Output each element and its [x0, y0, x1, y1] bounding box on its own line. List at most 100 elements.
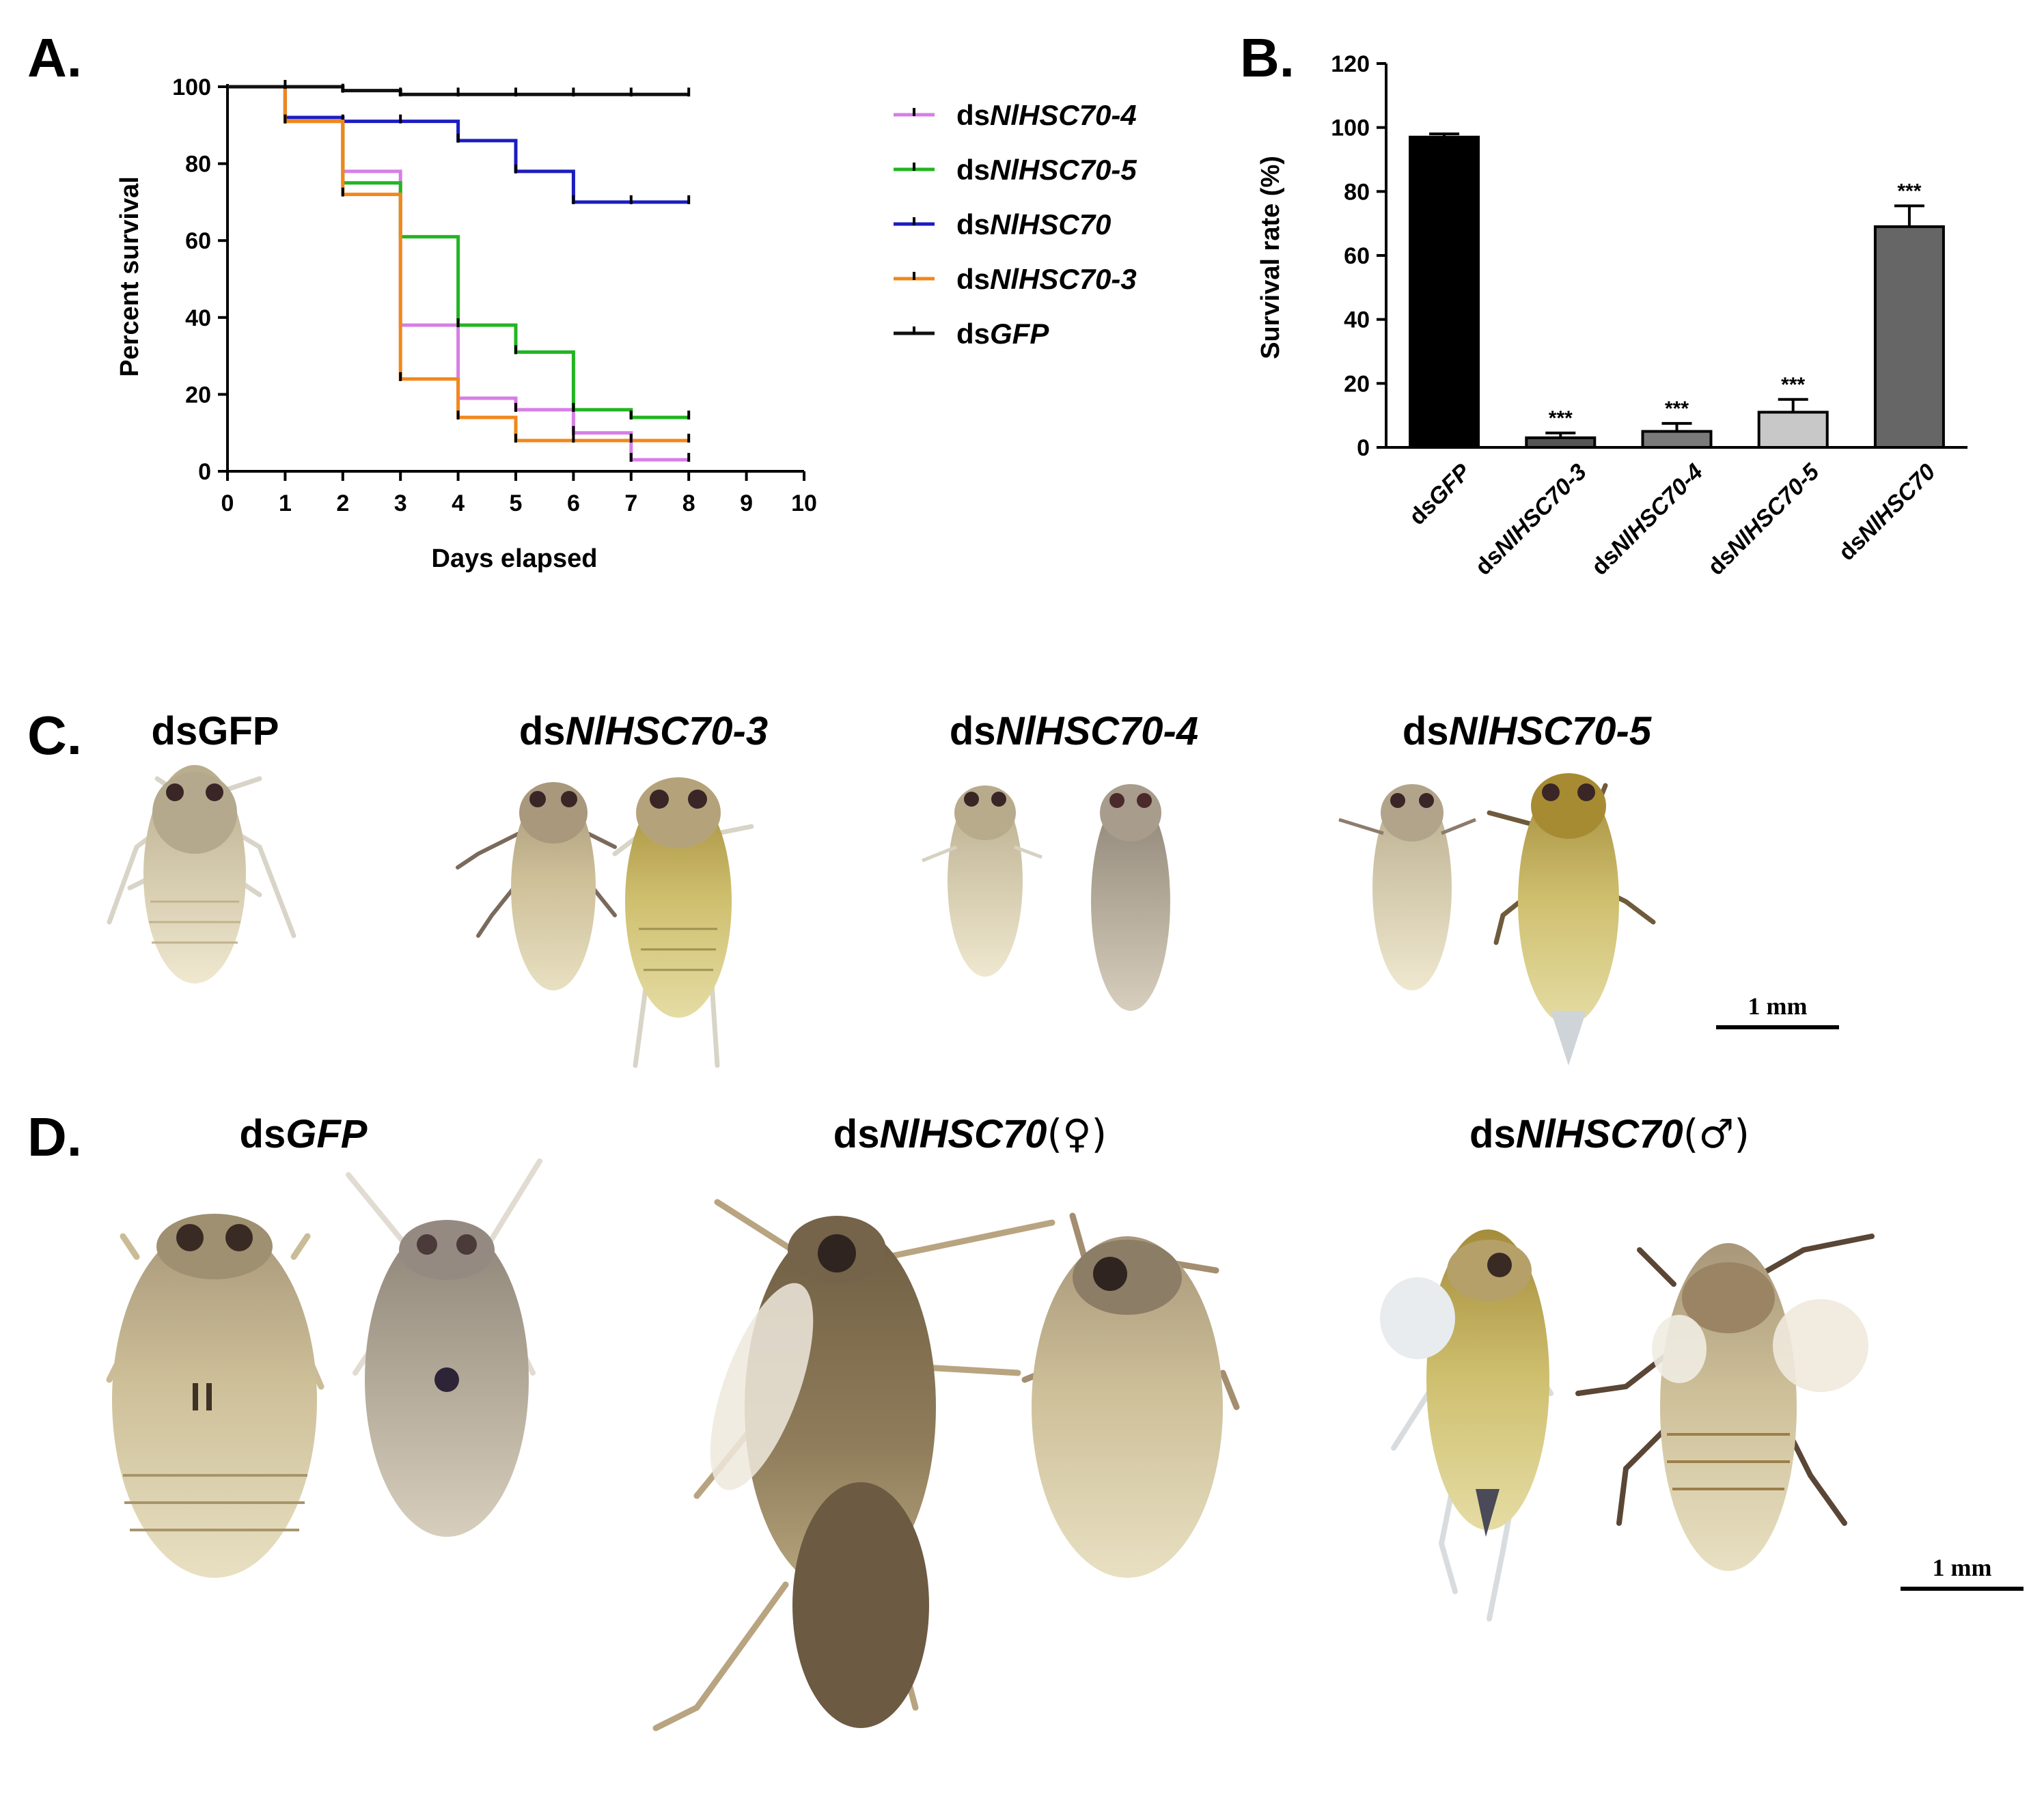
- x-tick-label: 10: [791, 490, 817, 516]
- bar-category-label: dsNlHSC70: [1834, 459, 1941, 566]
- bar-y-tick-label: 100: [1331, 115, 1370, 141]
- legend-label: dsGFP: [956, 318, 1049, 350]
- survival-legend: dsNlHSC70-4dsNlHSC70-5dsNlHSC70dsNlHSC70…: [894, 99, 1137, 350]
- panel-c-label-gene: NlHSC70-5: [1449, 709, 1652, 753]
- bar: [1525, 436, 1597, 449]
- significance-label: ***: [1549, 407, 1573, 430]
- legend-label-gene: NlHSC70-4: [990, 99, 1137, 131]
- panel-label-b: B.: [1240, 27, 1295, 88]
- x-axis-label: Days elapsed: [432, 544, 598, 573]
- specimen-photo-4-adult: [1091, 784, 1170, 1011]
- bar-y-tick-label: 120: [1331, 51, 1370, 77]
- bar-y-tick-label: 80: [1344, 179, 1370, 205]
- specimen-photo-5-adult: [1487, 773, 1656, 1066]
- x-tick-label: 1: [279, 490, 292, 516]
- panel-d-label-sex: (♀): [1047, 1111, 1107, 1157]
- survival-series-nlhsc70: [227, 85, 689, 204]
- panel-c-label: dsNlHSC70-3: [519, 709, 768, 753]
- legend-label-gene: NlHSC70-5: [990, 154, 1137, 186]
- panel-d-label-sex: (♂): [1683, 1111, 1750, 1157]
- y-tick-label: 20: [185, 382, 211, 408]
- y-axis-label: Percent survival: [115, 176, 144, 377]
- significance-label: ***: [1665, 398, 1689, 420]
- x-tick-label: 0: [221, 490, 234, 516]
- x-tick-label: 6: [567, 490, 580, 516]
- panel-c-label-gene: NlHSC70-4: [996, 709, 1199, 753]
- panel-c-label-prefix: ds: [152, 709, 198, 753]
- bar-y-tick-label: 20: [1344, 371, 1370, 397]
- legend-label: dsNlHSC70-5: [956, 154, 1137, 186]
- scale-bar-d: 1 mm: [1901, 1554, 2024, 1591]
- x-tick-label: 2: [336, 490, 349, 516]
- legend-label-prefix: ds: [956, 318, 990, 350]
- panel-c-label-prefix: ds: [950, 709, 996, 753]
- panel-c-label: dsGFP: [152, 709, 279, 753]
- scale-bar-c: 1 mm: [1716, 992, 1839, 1029]
- legend-label-prefix: ds: [956, 208, 990, 240]
- bar-category-label: dsNlHSC70-5: [1702, 458, 1825, 581]
- legend-label-gene: GFP: [990, 318, 1049, 350]
- x-tick-label: 9: [740, 490, 753, 516]
- x-tick-label: 7: [624, 490, 637, 516]
- significance-label: ***: [1897, 180, 1921, 202]
- specimen-photo-gfp-adult-1: [106, 1214, 324, 1578]
- panel-c-label-gene: NlHSC70-3: [566, 709, 769, 753]
- legend-label-gene: NlHSC70-3: [990, 263, 1137, 295]
- bar: [1641, 430, 1713, 449]
- specimen-photo-gfp-nymph: [107, 765, 296, 984]
- legend-label-prefix: ds: [956, 154, 990, 186]
- panel-label-a: A.: [27, 27, 82, 88]
- specimen-photo-4-nymph: [922, 785, 1042, 977]
- panel-d-label: dsNlHSC70(♀): [833, 1111, 1107, 1157]
- bar-chart-bars: *** *** *** ***: [1409, 133, 1945, 449]
- x-tick-label: 3: [394, 490, 407, 516]
- y-tick-label: 0: [198, 459, 211, 485]
- panel-d-label-prefix: ds: [1469, 1112, 1516, 1156]
- panel-d-labels: dsGFP dsNlHSC70(♀) dsNlHSC70(♂): [240, 1111, 1750, 1157]
- panel-label-c: C.: [27, 705, 82, 766]
- y-tick-label: 40: [185, 305, 211, 331]
- scale-bar-d-label: 1 mm: [1933, 1554, 1992, 1581]
- panel-c-label: dsNlHSC70-4: [950, 709, 1198, 753]
- bar-category-label: dsNlHSC70-4: [1586, 459, 1708, 581]
- bar-y-axis-label: Survival rate (%): [1256, 156, 1285, 359]
- specimen-photo-3-adult: [612, 777, 754, 1068]
- specimen-photo-5-nymph: [1338, 784, 1476, 990]
- y-tick-label: 80: [185, 152, 211, 178]
- bar: [1409, 135, 1480, 449]
- bar-category-gene: NlHSC70-3: [1489, 459, 1592, 561]
- panel-d-label-prefix: ds: [833, 1112, 880, 1156]
- specimen-photo-nlhsc70-male-1: [1380, 1229, 1553, 1622]
- panel-d-label: dsGFP: [240, 1112, 368, 1156]
- legend-label: dsNlHSC70-4: [956, 99, 1137, 131]
- panel-label-d: D.: [27, 1107, 82, 1167]
- legend-label-gene: NlHSC70: [990, 208, 1111, 240]
- panel-c-label-gene: GFP: [197, 709, 279, 753]
- panel-d-label-prefix: ds: [240, 1112, 286, 1156]
- x-tick-label: 4: [452, 490, 465, 516]
- specimen-photo-nlhsc70-female-1: [652, 1199, 1055, 1731]
- y-tick-label: 60: [185, 228, 211, 254]
- y-tick-label: 100: [172, 74, 211, 100]
- specimen-photo-nlhsc70-male-2: [1575, 1234, 1875, 1571]
- bar: [1757, 411, 1829, 449]
- bar-y-tick-label: 0: [1357, 435, 1370, 461]
- panel-c-label-prefix: ds: [1403, 709, 1449, 753]
- significance-label: ***: [1781, 374, 1805, 396]
- panel-c-labels: dsGFP dsNlHSC70-3 dsNlHSC70-4 dsNlHSC70-5: [152, 709, 1652, 753]
- legend-label: dsNlHSC70: [956, 208, 1111, 240]
- x-tick-label: 8: [682, 490, 695, 516]
- bar-category-gene: NlHSC70-4: [1605, 459, 1708, 561]
- legend-label: dsNlHSC70-3: [956, 263, 1137, 295]
- bar-chart-ticks: 0 20 40 60 80 100 120: [1331, 51, 1386, 461]
- legend-label-prefix: ds: [956, 263, 990, 295]
- panel-d-label-gene: NlHSC70: [1516, 1112, 1683, 1156]
- survival-chart-series: [227, 80, 691, 462]
- specimen-photo-nlhsc70-female-2: [1021, 1212, 1240, 1578]
- scale-bar-c-label: 1 mm: [1748, 992, 1808, 1020]
